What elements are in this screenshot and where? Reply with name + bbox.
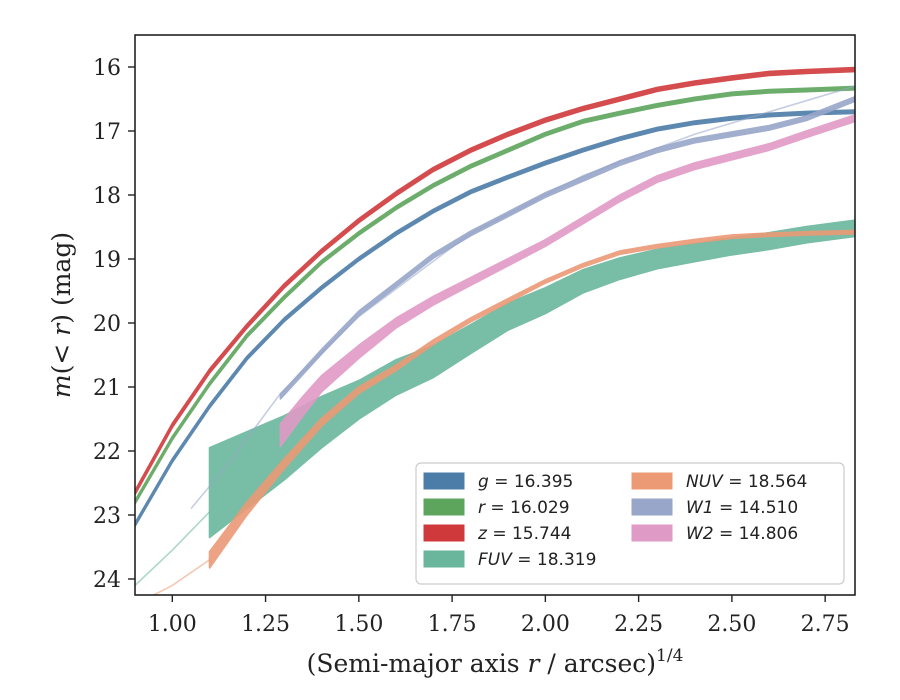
y-tick-label: 23 bbox=[93, 504, 121, 529]
legend-label-w2: W2 = 14.806 bbox=[686, 524, 798, 544]
y-tick-label: 21 bbox=[93, 376, 121, 401]
x-tick-label: 1.25 bbox=[241, 612, 290, 637]
legend-label-nuv: NUV = 18.564 bbox=[686, 472, 807, 492]
y-tick-label: 22 bbox=[93, 440, 121, 465]
y-tick-label: 24 bbox=[93, 568, 121, 593]
y-axis-ticks: 16 17 18 19 20 21 22 23 24 bbox=[93, 56, 135, 593]
series-g-band bbox=[135, 109, 855, 528]
legend-box bbox=[415, 462, 845, 585]
legend-swatch-r bbox=[423, 498, 465, 516]
legend-swatch-z bbox=[423, 524, 465, 542]
series-nuv-band bbox=[208, 229, 855, 569]
series-z-band bbox=[135, 66, 855, 496]
plot-frame bbox=[134, 34, 856, 596]
y-axis-title: m(< r) (mag) bbox=[47, 232, 76, 398]
legend-label-g: g = 16.395 bbox=[478, 472, 573, 492]
x-axis-title: (Semi-major axis r / arcsec)1/4 bbox=[307, 646, 684, 678]
y-tick-label: 19 bbox=[93, 248, 121, 273]
x-tick-label: 2.25 bbox=[614, 612, 663, 637]
legend-label-z: z = 15.744 bbox=[477, 524, 571, 544]
series-fuv-faint-line bbox=[135, 511, 211, 586]
series-nuv-faint-line bbox=[153, 559, 211, 595]
x-axis-ticks: 1.00 1.25 1.50 1.75 2.00 2.25 2.50 2.75 bbox=[148, 595, 850, 637]
legend-swatch-w2 bbox=[631, 524, 673, 542]
x-tick-label: 1.00 bbox=[148, 612, 197, 637]
x-tick-label: 1.75 bbox=[428, 612, 477, 637]
y-tick-label: 20 bbox=[93, 312, 121, 337]
y-tick-label: 16 bbox=[93, 56, 121, 81]
legend-swatch-w1 bbox=[631, 498, 673, 516]
x-tick-label: 2.75 bbox=[801, 612, 850, 637]
series-w2-band bbox=[279, 114, 855, 448]
series-r-band bbox=[135, 85, 855, 505]
y-tick-label: 18 bbox=[93, 184, 121, 209]
y-tick-label: 17 bbox=[93, 120, 121, 145]
legend: g = 16.395 r = 16.029 z = 15.744 FUV = 18.3… bbox=[415, 462, 845, 585]
legend-swatch-nuv bbox=[631, 472, 673, 490]
legend-label-fuv: FUV = 18.319 bbox=[478, 550, 596, 570]
series-w1-band bbox=[279, 95, 855, 400]
legend-label-r: r = 16.029 bbox=[478, 498, 570, 518]
legend-swatch-fuv bbox=[423, 550, 465, 568]
legend-swatch-g bbox=[423, 472, 465, 490]
x-tick-label: 2.00 bbox=[521, 612, 570, 637]
plot-area bbox=[135, 66, 855, 595]
x-tick-label: 2.50 bbox=[707, 612, 756, 637]
x-tick-label: 1.50 bbox=[334, 612, 383, 637]
legend-label-w1: W1 = 14.510 bbox=[686, 498, 798, 518]
